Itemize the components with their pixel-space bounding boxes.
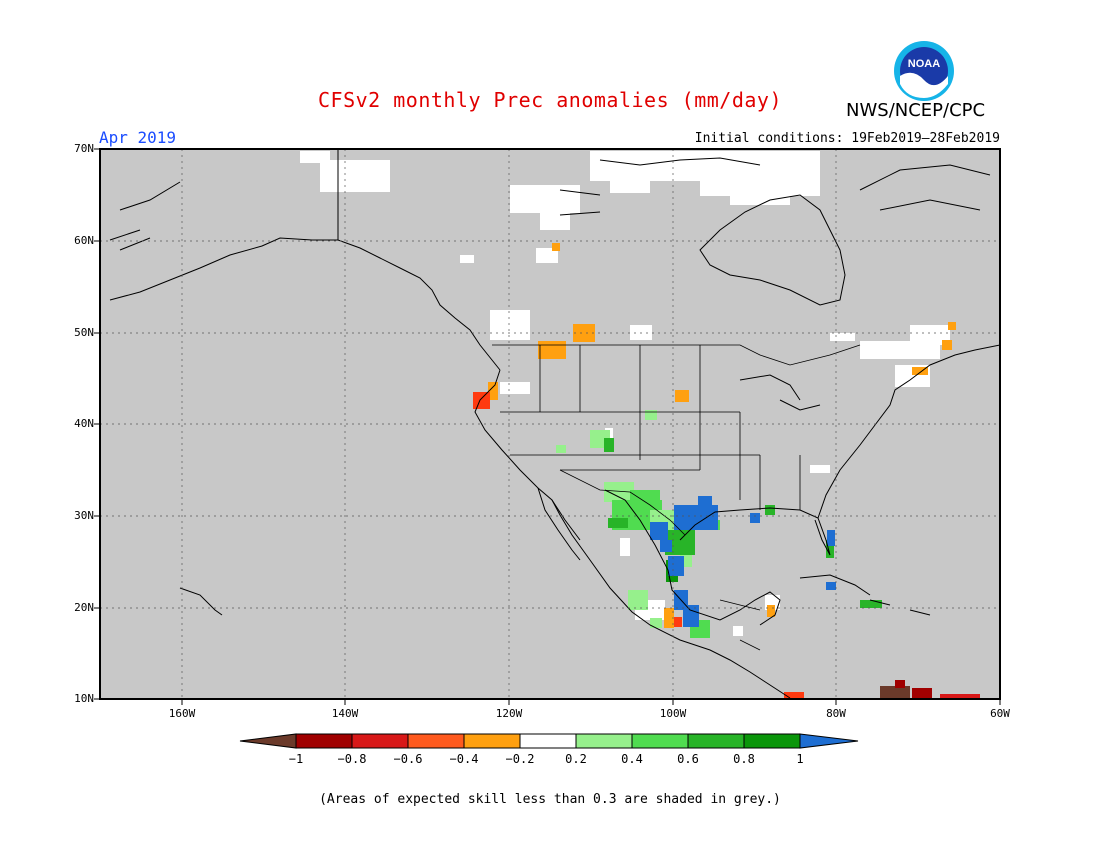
skill-footnote: (Areas of expected skill less than 0.3 a…: [319, 792, 781, 807]
initial-conditions: Initial conditions: 19Feb2019–28Feb2019: [694, 131, 1000, 146]
axis-ticks: [94, 148, 1001, 705]
colorbar-tick-label: 0.6: [677, 752, 699, 766]
wet-patches-blue: [650, 496, 836, 627]
neutral-patches: [300, 151, 950, 636]
colorbar-tick-label: 1: [796, 752, 804, 766]
colorbar-segment: [743, 733, 801, 749]
colorbar-segment: [799, 733, 859, 749]
lat-label: 20N: [74, 601, 94, 614]
colorbar-segment: [239, 733, 297, 749]
colorbar-tick-label: −0.2: [505, 752, 535, 766]
colorbar-tick-label: −1: [288, 752, 304, 766]
colorbar-tick-label: 0.8: [733, 752, 755, 766]
colorbar-tick-label: −0.8: [337, 752, 367, 766]
lat-label: 10N: [74, 692, 94, 705]
colorbar-tick-label: −0.6: [393, 752, 423, 766]
lon-label: 120W: [495, 707, 523, 720]
lat-label: 70N: [74, 142, 94, 155]
lon-label: 60W: [990, 707, 1010, 720]
colorbar-segment: [463, 733, 521, 749]
colorbar-segment: [519, 733, 577, 749]
colorbar-segment: [351, 733, 409, 749]
lat-label: 60N: [74, 234, 94, 247]
lat-label: 40N: [74, 417, 94, 430]
colorbar-tick-label: −0.4: [449, 752, 479, 766]
colorbar-labels: −1 −0.8 −0.6 −0.4 −0.2 0.2 0.4 0.6 0.8 1: [0, 752, 1100, 768]
colorbar-tick-label: 0.2: [565, 752, 587, 766]
colorbar-segment: [575, 733, 633, 749]
lat-label: 30N: [74, 509, 94, 522]
lon-label: 140W: [331, 707, 359, 720]
chart-title: CFSv2 monthly Prec anomalies (mm/day): [317, 88, 783, 112]
lon-label: 100W: [659, 707, 687, 720]
colorbar-segment: [687, 733, 745, 749]
lon-label: 160W: [168, 707, 196, 720]
forecast-month: Apr 2019: [99, 128, 177, 147]
colorbar-segment: [407, 733, 465, 749]
noaa-logo: NOAA: [894, 41, 954, 101]
colorbar-segment: [295, 733, 353, 749]
lon-label: 80W: [826, 707, 846, 720]
colorbar: [239, 733, 859, 749]
agency-label: NWS/NCEP/CPC: [846, 100, 986, 121]
colorbar-segment: [631, 733, 689, 749]
coastlines: [109, 150, 1000, 699]
logo-text: NOAA: [908, 58, 940, 70]
colorbar-tick-label: 0.4: [621, 752, 643, 766]
graticule: [100, 149, 1000, 699]
lat-label: 50N: [74, 326, 94, 339]
political-borders: [492, 344, 861, 651]
dry-patches: [473, 243, 980, 699]
